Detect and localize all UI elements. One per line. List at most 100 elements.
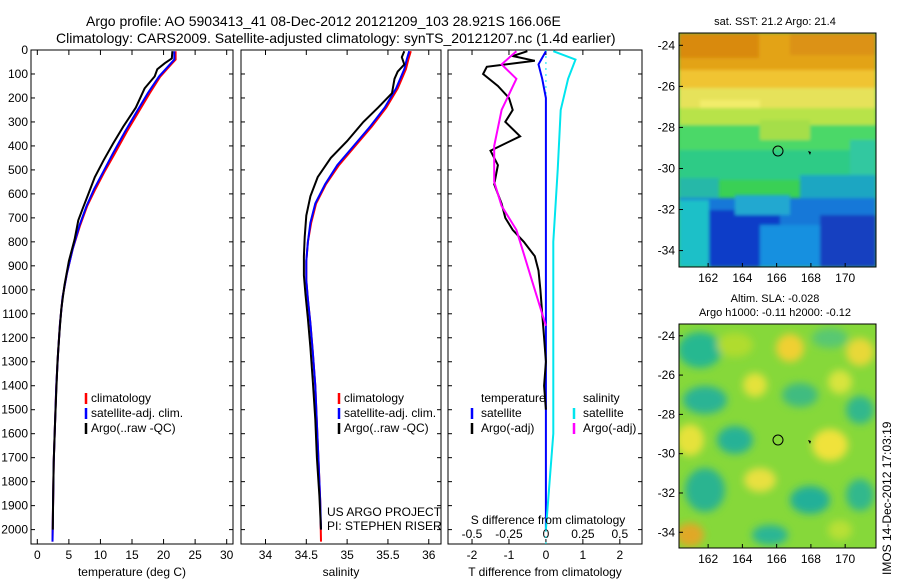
y-tick-label: 1300 bbox=[1, 355, 28, 369]
legend-label-salinity-satellite: satellite bbox=[583, 406, 624, 420]
series-line-salinity-argo-adj- bbox=[493, 50, 547, 327]
series-line-satellite-adj-clim- bbox=[305, 50, 411, 530]
difference-lines bbox=[481, 50, 577, 530]
legend-label-argo: Argo(..raw -QC) bbox=[91, 421, 176, 435]
x-tick-label: -2 bbox=[467, 548, 478, 562]
x-tick-label: -1 bbox=[504, 548, 515, 562]
map-x-tick-label: 164 bbox=[732, 271, 752, 285]
y-tick-label: 1600 bbox=[1, 427, 28, 441]
series-line-argo-raw-qc- bbox=[51, 51, 174, 530]
legend-salinity-title: salinity bbox=[583, 391, 620, 405]
salinity-xlabel: salinity bbox=[323, 565, 360, 579]
x-tick-label: 25 bbox=[188, 548, 202, 562]
y-tick-label: 1100 bbox=[2, 307, 28, 321]
legend-label-satellite: satellite-adj. clim. bbox=[344, 406, 436, 420]
map-y-tick-label: -30 bbox=[658, 447, 676, 461]
x-tick-label: 2 bbox=[616, 548, 623, 562]
x-tick-label: 34.5 bbox=[295, 548, 319, 562]
series-line-climatology bbox=[305, 50, 412, 542]
map-x-tick-label: 164 bbox=[732, 552, 752, 566]
salinity-axes: 34 34.5 35 35.5 36 bbox=[241, 49, 441, 562]
y-tick-label: 1200 bbox=[1, 331, 28, 345]
legend-label-temperature-argo: Argo(-adj) bbox=[481, 421, 534, 435]
series-line-temperature-satellite bbox=[537, 50, 547, 530]
s-tick-label: -0.25 bbox=[495, 527, 523, 541]
legend-label-argo: Argo(..raw -QC) bbox=[344, 421, 429, 435]
legend-label-satellite: satellite-adj. clim. bbox=[91, 406, 183, 420]
difference-legend-temperature: temperature satellite Argo(-adj) bbox=[470, 391, 546, 435]
salinity-legend: climatology satellite-adj. clim. Argo(..… bbox=[337, 391, 436, 435]
s-tick-label: 0.25 bbox=[571, 527, 595, 541]
salinity-panel-frame bbox=[240, 49, 442, 545]
y-tick-label: 100 bbox=[8, 67, 28, 81]
difference-xlabel: T difference from climatology bbox=[468, 565, 622, 579]
x-tick-label: 10 bbox=[94, 548, 108, 562]
map-y-tick-label: -26 bbox=[658, 368, 676, 382]
map-x-tick-label: 170 bbox=[835, 271, 855, 285]
sst-map-axes: 162 164 166 168 170 -24 -26 -28 -30 -32 -34 bbox=[658, 38, 856, 285]
sst-argo-position-marker bbox=[772, 145, 784, 157]
map-y-tick-label: -24 bbox=[658, 38, 676, 52]
y-tick-label: 1500 bbox=[1, 403, 28, 417]
temperature-axes: 0 5 10 15 20 25 300100200300400500600700800900… bbox=[1, 43, 233, 562]
map-y-tick-label: -34 bbox=[658, 244, 676, 258]
map-y-tick-label: -30 bbox=[658, 161, 676, 175]
series-line-temperature-argo-adj- bbox=[481, 50, 547, 410]
x-tick-label: 0 bbox=[543, 548, 550, 562]
temperature-lines bbox=[51, 51, 177, 542]
map-x-tick-label: 166 bbox=[767, 271, 787, 285]
difference-axes: -2 -1 0 1 2 -0.5 -0.25 0 0.25 0.5 bbox=[448, 49, 642, 562]
x-tick-label: 35.5 bbox=[376, 548, 400, 562]
map-y-tick-label: -32 bbox=[658, 203, 676, 217]
x-tick-label: 15 bbox=[125, 548, 139, 562]
y-tick-label: 300 bbox=[8, 115, 28, 129]
x-tick-label: 0 bbox=[34, 548, 41, 562]
x-tick-label: 36 bbox=[422, 548, 436, 562]
series-line-satellite-adj-clim- bbox=[51, 51, 176, 542]
s-tick-label: 0 bbox=[543, 527, 550, 541]
credit-line2: PI: STEPHEN RISER bbox=[327, 519, 442, 533]
s-tick-label: 0.5 bbox=[611, 527, 628, 541]
series-line-salinity-satellite bbox=[544, 50, 577, 530]
difference-legend-salinity: salinity satellite Argo(-adj) bbox=[572, 391, 636, 435]
difference-panel-frame bbox=[447, 49, 643, 545]
map-y-tick-label: -28 bbox=[658, 120, 676, 134]
y-tick-label: 800 bbox=[8, 235, 28, 249]
x-tick-label: 20 bbox=[157, 548, 171, 562]
map-x-tick-label: 162 bbox=[698, 271, 718, 285]
s-tick-label: -0.5 bbox=[462, 527, 483, 541]
y-tick-label: 1700 bbox=[1, 451, 28, 465]
map-y-tick-label: -24 bbox=[658, 329, 676, 343]
temperature-legend: climatology satellite-adj. clim. Argo(..… bbox=[84, 391, 183, 435]
legend-label-climatology: climatology bbox=[344, 391, 404, 405]
sla-map-subtitle: Argo h1000: -0.11 h2000: -0.12 bbox=[699, 307, 851, 319]
y-tick-label: 200 bbox=[8, 91, 28, 105]
y-tick-label: 1400 bbox=[1, 379, 28, 393]
figure-title-line2: Climatology: CARS2009. Satellite-adjuste… bbox=[56, 30, 616, 46]
x-tick-label: 5 bbox=[66, 548, 73, 562]
map-x-tick-label: 168 bbox=[801, 271, 821, 285]
y-tick-label: 900 bbox=[8, 259, 28, 273]
sst-map-image bbox=[679, 33, 876, 267]
y-tick-label: 1000 bbox=[1, 283, 28, 297]
y-tick-label: 600 bbox=[8, 187, 28, 201]
map-x-tick-label: 162 bbox=[698, 552, 718, 566]
x-tick-label: 35 bbox=[340, 548, 354, 562]
figure-title-line1: Argo profile: AO 5903413_41 08-Dec-2012 … bbox=[86, 13, 561, 29]
y-tick-label: 0 bbox=[21, 43, 28, 57]
credit-line1: US ARGO PROJECT bbox=[327, 505, 442, 519]
sst-float-arrow bbox=[808, 151, 811, 155]
sla-float-arrow bbox=[808, 440, 811, 444]
legend-label-temperature-satellite: satellite bbox=[481, 406, 522, 420]
x-tick-label: 30 bbox=[220, 548, 234, 562]
map-x-tick-label: 168 bbox=[801, 552, 821, 566]
y-tick-label: 1800 bbox=[1, 475, 28, 489]
x-tick-label: 34 bbox=[259, 548, 273, 562]
y-tick-label: 2000 bbox=[1, 523, 28, 537]
difference-top-label: S difference from climatology bbox=[471, 513, 626, 527]
temperature-xlabel: temperature (deg C) bbox=[78, 565, 186, 579]
map-x-tick-label: 170 bbox=[835, 552, 855, 566]
sla-map-title: Altim. SLA: -0.028 bbox=[731, 293, 820, 305]
y-tick-label: 400 bbox=[8, 139, 28, 153]
